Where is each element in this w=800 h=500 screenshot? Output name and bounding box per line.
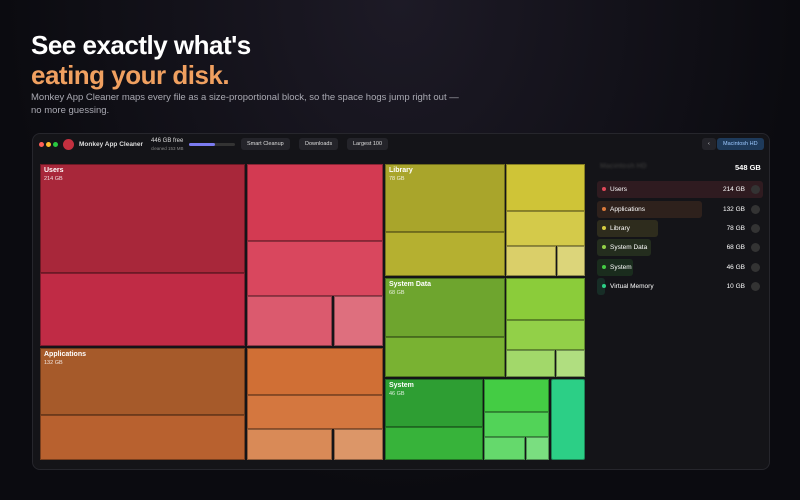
treemap-cell: [557, 246, 585, 276]
row-label: System: [610, 264, 632, 271]
zoom-button[interactable]: [53, 142, 58, 147]
block-label: System: [389, 382, 414, 389]
close-button[interactable]: [39, 142, 44, 147]
subtitle: Monkey App Cleaner maps every file as a …: [31, 92, 459, 116]
treemap-cell: [385, 278, 505, 337]
sidebar-total: 548 GB: [735, 163, 761, 172]
row-dot: [602, 226, 606, 230]
treemap-cell: [506, 350, 555, 377]
sidebar-row[interactable]: Library 78 GB: [597, 220, 763, 237]
disk-selector[interactable]: Macintosh HD: [717, 138, 764, 150]
treemap-cell: [40, 164, 245, 273]
treemap-cell: [506, 164, 585, 211]
block-label: Users: [44, 167, 64, 174]
row-label: Library: [610, 225, 630, 232]
hero: See exactly what's eating your disk.: [31, 30, 251, 90]
treemap-cell: [556, 350, 585, 377]
sidebar-row[interactable]: Applications 132 GB: [597, 201, 763, 218]
row-bar: [597, 181, 763, 198]
sidebar-title: Macintosh HD: [600, 163, 647, 170]
cleaned: cleaned 153 MB: [151, 146, 184, 151]
treemap-cell: [247, 429, 332, 460]
row-plus[interactable]: [751, 243, 760, 252]
row-label: Applications: [610, 206, 646, 213]
row-bar: [597, 220, 658, 237]
treemap-cell: [334, 296, 383, 346]
treemap-cell: [40, 273, 245, 346]
block-label: Applications: [44, 351, 87, 358]
treemap-cell: [247, 241, 383, 296]
headline: See exactly what's: [31, 30, 251, 60]
button[interactable]: Smart Cleanup: [241, 138, 290, 150]
treemap-cell: [506, 211, 585, 246]
block-size: 132 GB: [44, 360, 63, 366]
treemap-cell: [551, 379, 585, 460]
treemap-cell: [484, 412, 549, 437]
block-label: Library: [389, 167, 413, 174]
row-dot: [602, 207, 606, 211]
row-label: Users: [610, 186, 627, 193]
treemap-cell: [385, 337, 505, 377]
row-plus[interactable]: [751, 263, 760, 272]
row-dot: [602, 284, 606, 288]
row-plus[interactable]: [751, 224, 760, 233]
row-size: 68 GB: [726, 244, 745, 251]
row-plus[interactable]: [751, 185, 760, 194]
treemap-cell: [506, 320, 585, 350]
button[interactable]: Largest 100: [347, 138, 389, 150]
treemap-cell: [506, 278, 585, 320]
sidebar-row[interactable]: System 46 GB: [597, 259, 763, 276]
free-space: 446 GB free: [151, 138, 184, 144]
sidebar-row[interactable]: Virtual Memory 10 GB: [597, 278, 763, 295]
treemap-cell: [40, 348, 245, 415]
treemap-cell: [40, 415, 245, 460]
treemap-cell: [484, 379, 549, 412]
row-size: 10 GB: [726, 283, 745, 290]
row-size: 132 GB: [722, 206, 745, 213]
treemap-cell: [526, 437, 549, 460]
minimize-button[interactable]: [46, 142, 51, 147]
row-plus[interactable]: [751, 205, 760, 214]
row-dot: [602, 187, 606, 191]
row-bar: [597, 259, 633, 276]
treemap-cell: [247, 395, 383, 429]
app-icon: [63, 139, 74, 150]
treemap-cell: [385, 427, 483, 460]
sidebar-row[interactable]: Users 214 GB: [597, 181, 763, 198]
row-plus[interactable]: [751, 282, 760, 291]
row-dot: [602, 245, 606, 249]
row-size: 214 GB: [722, 186, 745, 193]
row-size: 78 GB: [726, 225, 745, 232]
row-bar: [597, 239, 651, 256]
row-bar: [597, 278, 605, 295]
treemap-cell: [247, 164, 383, 241]
treemap-cell: [334, 429, 383, 460]
treemap-cell: [247, 348, 383, 395]
row-label: System Data: [610, 244, 648, 251]
sidebar-row[interactable]: System Data 68 GB: [597, 239, 763, 256]
app-name: Monkey App Cleaner: [79, 141, 144, 148]
block-size: 214 GB: [44, 176, 63, 182]
row-dot: [602, 265, 606, 269]
back-button[interactable]: ‹: [702, 138, 716, 150]
treemap-cell: [385, 164, 505, 232]
treemap-cell: [506, 246, 556, 276]
treemap-cell: [385, 232, 505, 276]
block-size: 46 GB: [389, 391, 405, 397]
button[interactable]: Downloads: [299, 138, 339, 150]
treemap-cell: [247, 296, 332, 346]
row-bar: [597, 201, 702, 218]
row-label: Virtual Memory: [610, 283, 654, 290]
treemap-cell: [385, 379, 483, 427]
block-size: 78 GB: [389, 176, 405, 182]
disk-meter: [189, 143, 235, 146]
block-label: System Data: [389, 281, 432, 288]
treemap-cell: [484, 437, 525, 460]
block-size: 68 GB: [389, 290, 405, 296]
row-size: 46 GB: [726, 264, 745, 271]
headline-accent: eating your disk.: [31, 60, 230, 90]
